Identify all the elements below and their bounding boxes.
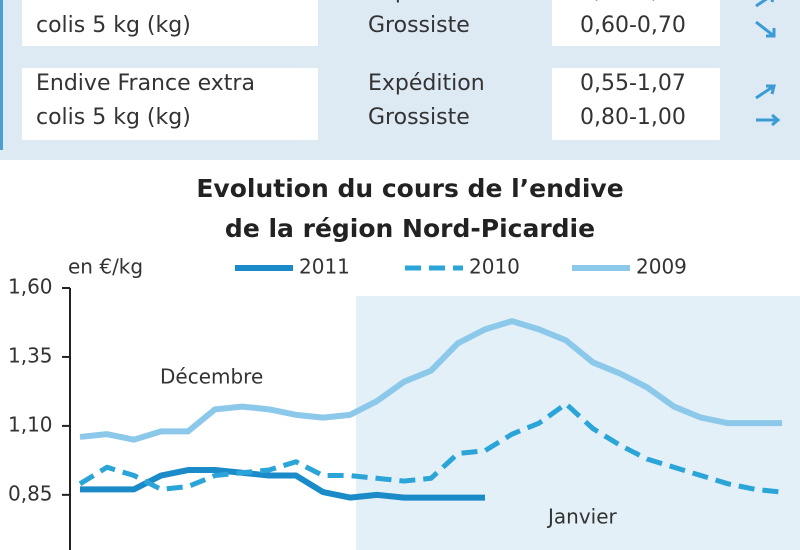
- arrow-right: [756, 113, 781, 127]
- table-cell-text: 0,55-1,07: [580, 71, 686, 96]
- table-cell-text: 0,80-1,00: [580, 105, 686, 130]
- table-edge: [0, 0, 3, 150]
- table-cell-text: Grossiste: [368, 13, 470, 38]
- y-axis-label: en €/kg: [68, 255, 143, 279]
- trend-arrows: [755, 0, 781, 127]
- table-cell-text: colis 5 kg (kg): [36, 105, 191, 130]
- y-tick-label: 1,60: [8, 275, 53, 299]
- table-cell-text: 0,60-0,70: [580, 13, 686, 38]
- cell: [552, 68, 720, 140]
- annotation: Janvier: [546, 505, 618, 529]
- y-tick-label: 1,35: [8, 343, 53, 367]
- cell: [552, 0, 720, 46]
- cell: [22, 68, 318, 140]
- arrow-up: [755, 0, 775, 8]
- chart-title: de la région Nord-Picardie: [225, 214, 595, 243]
- table-cell-text: Endive France cat. I: [36, 0, 252, 4]
- table-cell-text: Grossiste: [368, 105, 470, 130]
- table-cell-text: Expédition: [368, 71, 485, 96]
- chart-title: Evolution du cours de l’endive: [196, 174, 623, 203]
- legend-label: 2010: [469, 255, 520, 279]
- series-line: [78, 401, 783, 495]
- table-cell-text: Endive France extra: [36, 71, 255, 96]
- series-line: [79, 318, 782, 443]
- table-cell-text: Expédition: [368, 0, 485, 4]
- table-cell-text: 0,55-0,58: [580, 0, 686, 4]
- y-tick-label: 1,10: [8, 412, 53, 436]
- annotation: Décembre: [160, 365, 263, 389]
- arrow-down: [755, 20, 776, 38]
- legend-label: 2009: [636, 255, 687, 279]
- table-cell-text: colis 5 kg (kg): [36, 13, 191, 38]
- legend-label: 2011: [299, 255, 350, 279]
- y-tick-label: 0,85: [8, 481, 53, 505]
- cell: [22, 0, 318, 46]
- arrow-up: [755, 84, 776, 100]
